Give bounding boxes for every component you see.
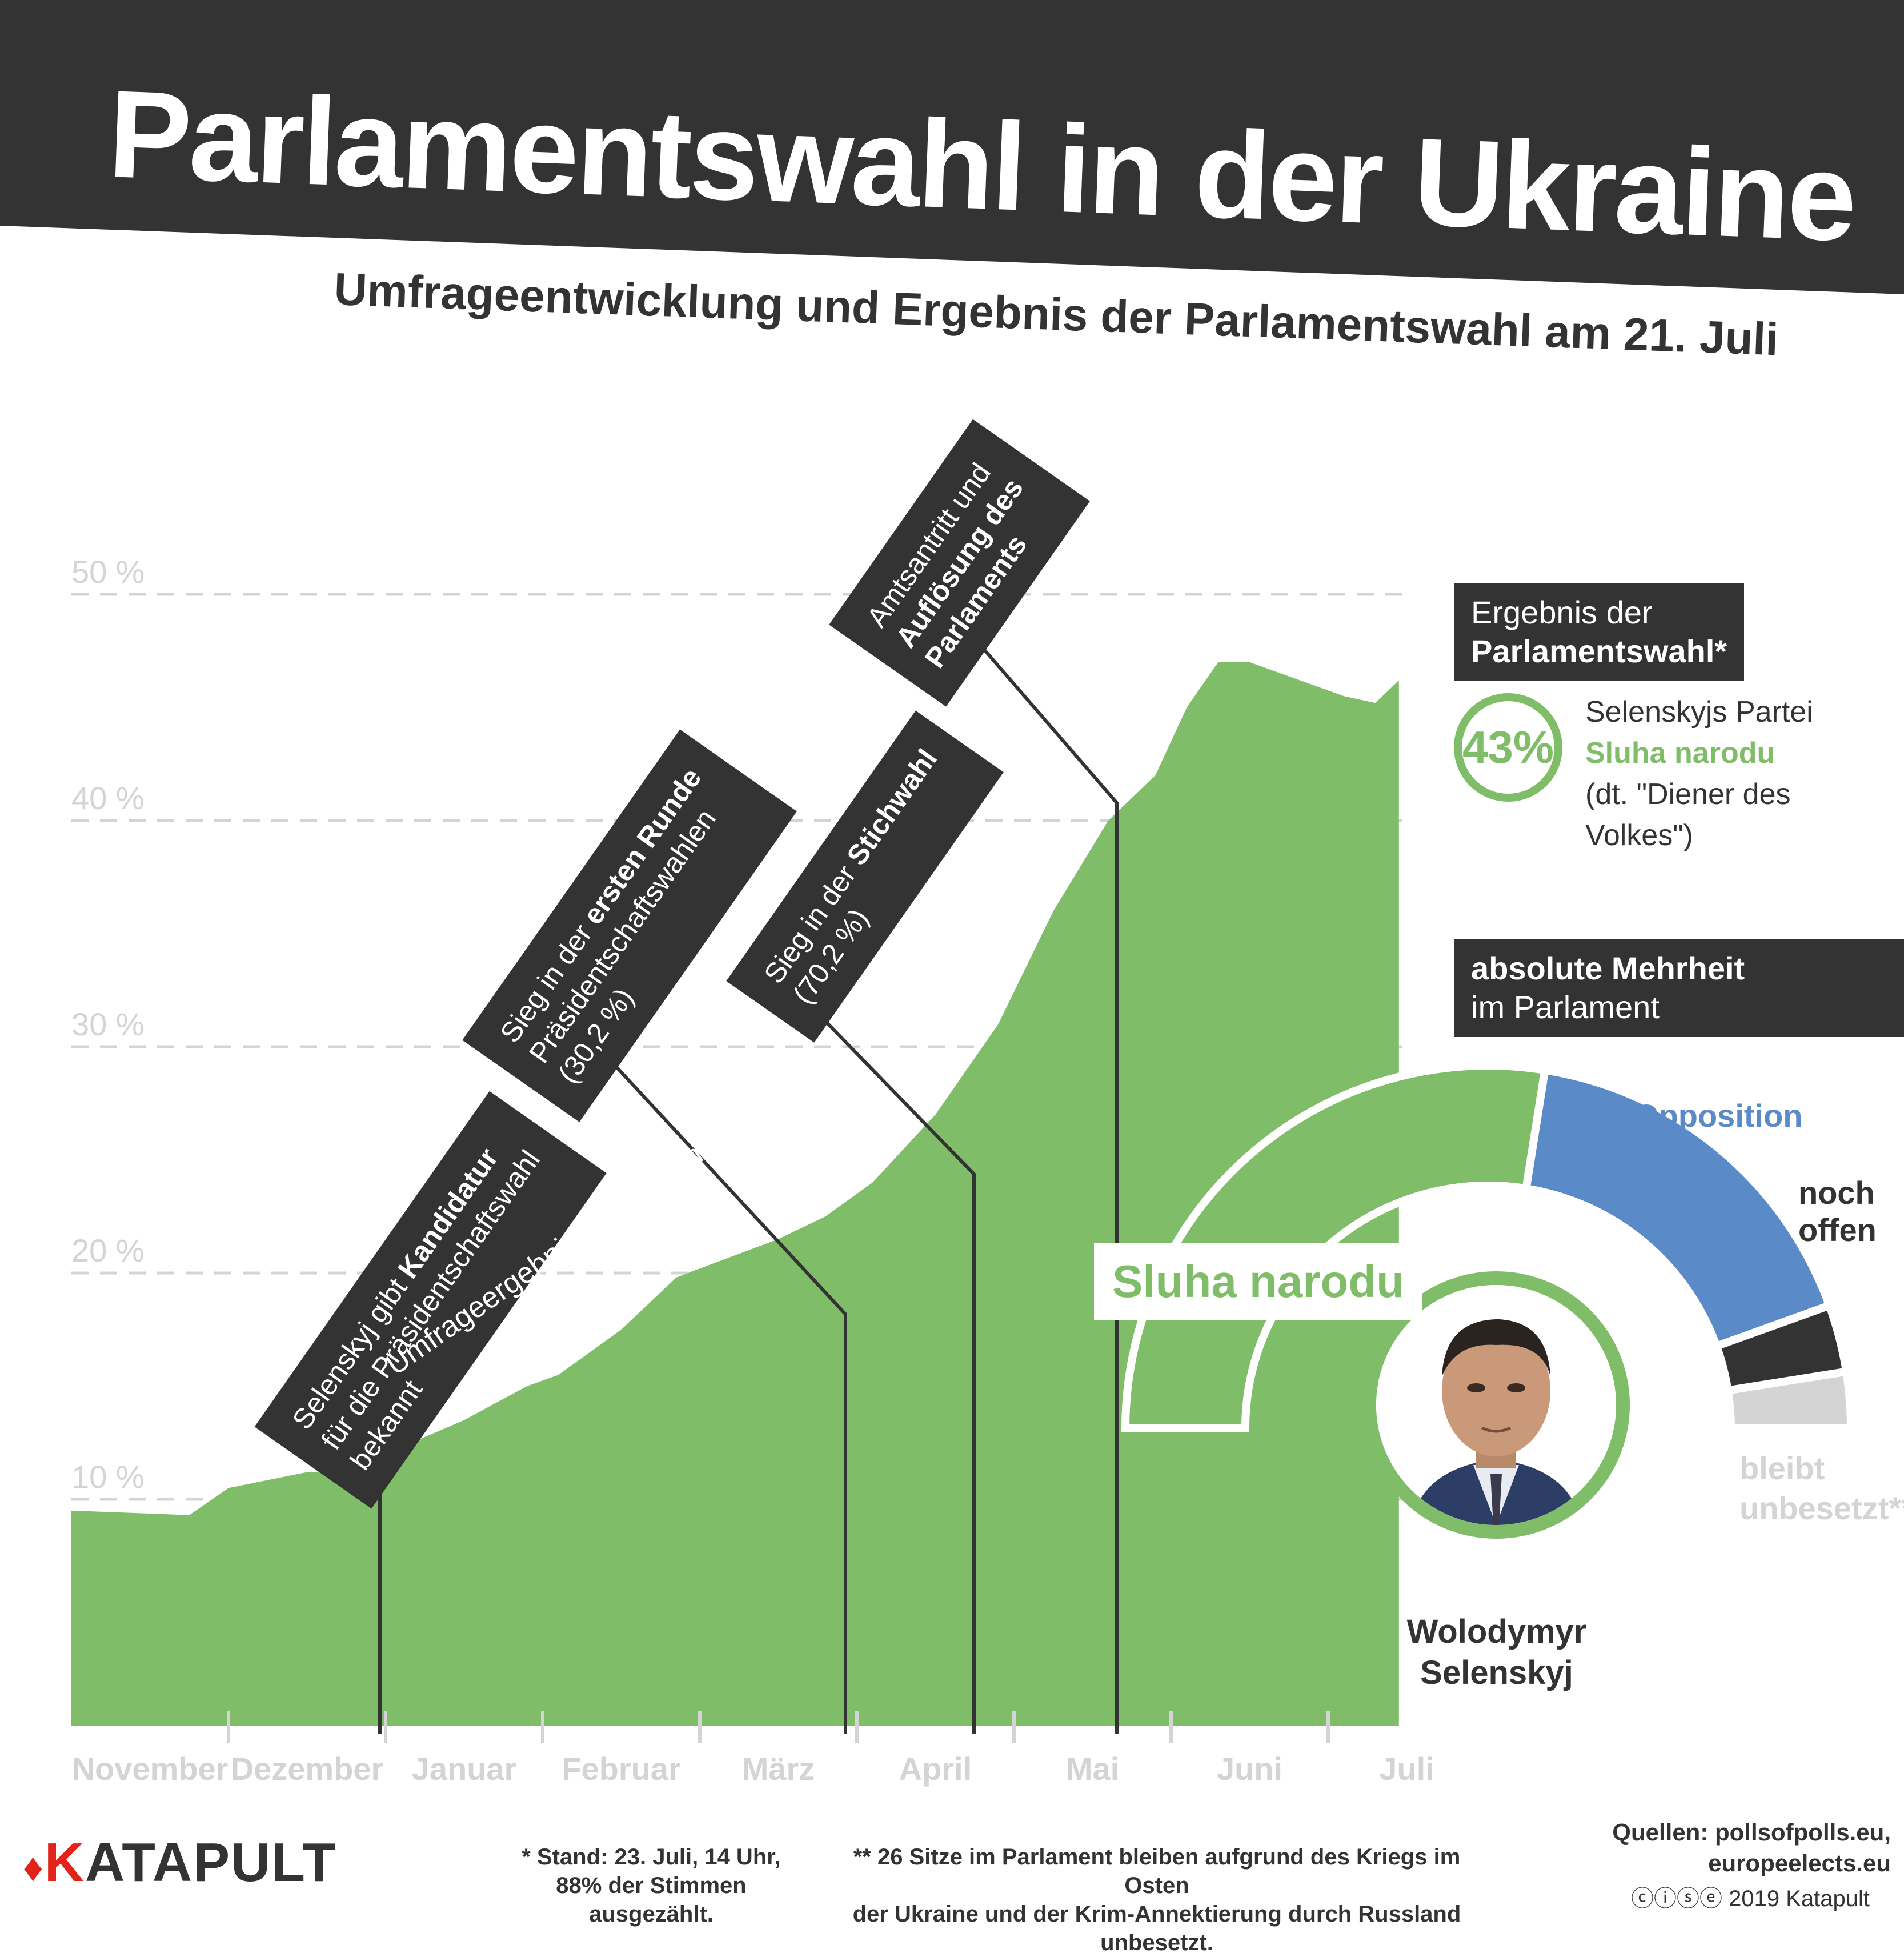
result-heading: Ergebnis der Parlamentswahl* [1454, 583, 1745, 681]
license: ⓒⓘⓢⓔ 2019 Katapult [1631, 1886, 1870, 1911]
person-name: Wolodymyr Selenskyj [1406, 1613, 1587, 1691]
seat-label-unbesetzt: bleibt unbesetzt** [1739, 1450, 1904, 1526]
logo-icon: ♦ [23, 1845, 45, 1890]
x-tick-label: November [72, 1751, 229, 1787]
katapult-logo: ♦KATAPULT [23, 1832, 337, 1893]
seat-label-opposition: Opposition [1634, 1098, 1803, 1134]
sources: Quellen: pollsofpolls.eu, europeelects.e… [1612, 1819, 1891, 1876]
footnote-sitze: ** 26 Sitze im Parlament bleiben aufgrun… [852, 1844, 1461, 1955]
majority-heading: absolute Mehrheit im Parlament [1454, 939, 1904, 1037]
event-line-stichwahl [778, 973, 976, 1734]
x-tick-label: Mai [1066, 1751, 1119, 1787]
y-tick-label: 10 % [71, 1459, 145, 1495]
x-tick-label: Januar [412, 1751, 517, 1787]
y-tick-label: 30 % [71, 1006, 145, 1042]
seat-segment [1723, 1367, 1855, 1432]
footnote-stand: * Stand: 23. Juli, 14 Uhr, 88% der Stimm… [522, 1844, 781, 1927]
x-tick-label: Juli [1379, 1751, 1434, 1787]
title-band [0, 0, 1904, 294]
y-tick-label: 50 % [71, 554, 145, 590]
x-tick-label: März [742, 1751, 815, 1787]
event-line-parlament [949, 610, 1119, 1734]
y-tick-label: 20 % [71, 1232, 145, 1268]
x-tick-label: April [899, 1751, 972, 1787]
x-tick-label: Februar [562, 1751, 681, 1787]
seat-label-offen: noch offen [1798, 1175, 1877, 1248]
seat-label-sluha: Sluha narodu [1094, 1243, 1423, 1320]
x-tick-label: Dezember [231, 1751, 384, 1787]
portrait-illustration [1376, 1285, 1616, 1525]
result-percent-circle: 43% [1454, 693, 1562, 802]
y-tick-label: 40 % [71, 780, 145, 816]
x-tick-label: Juni [1217, 1751, 1282, 1787]
event-line-runde [552, 998, 847, 1734]
result-description: Selenskyjs Partei Sluha narodu (dt. "Die… [1585, 695, 1813, 852]
seat-segment [1521, 1065, 1835, 1351]
